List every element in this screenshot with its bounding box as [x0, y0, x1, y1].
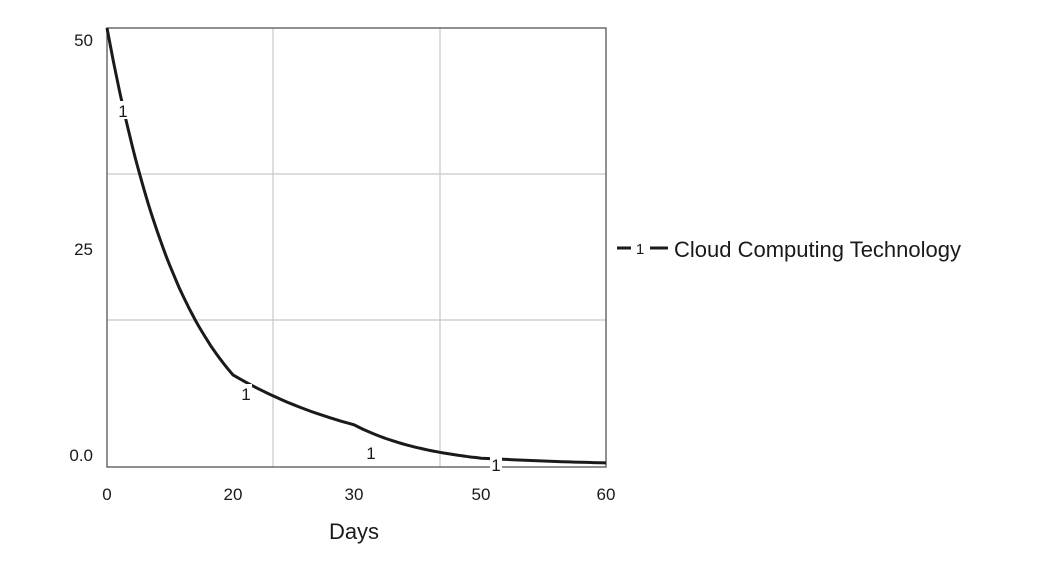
series-marker-label: 1 [366, 444, 375, 463]
series-line-cloud-computing-technology [105, 27, 607, 465]
legend-series-name: Cloud Computing Technology [674, 237, 961, 262]
x-tick-label: 30 [345, 485, 364, 504]
series-marker-label: 1 [118, 102, 127, 121]
y-tick-label: 0.0 [69, 446, 93, 465]
grid [107, 28, 606, 467]
series-marker-background [365, 443, 377, 461]
series-marker-background [490, 455, 502, 473]
x-tick-label: 0 [102, 485, 111, 504]
series-marker-label: 1 [491, 456, 500, 475]
x-tick-label: 20 [224, 485, 243, 504]
legend-marker-label: 1 [636, 241, 644, 258]
axes: 0 20 30 50 60 0.0 25 50 [69, 31, 615, 504]
series-marker-background [117, 101, 129, 119]
y-tick-label: 50 [74, 31, 93, 50]
legend: 1 Cloud Computing Technology [617, 237, 961, 262]
series-marker-label: 1 [241, 385, 250, 404]
y-tick-label: 25 [74, 240, 93, 259]
series-marker-background [240, 384, 252, 402]
plot-area [106, 27, 607, 468]
x-tick-label: 60 [597, 485, 616, 504]
series-layer: 1 1 1 1 [105, 27, 607, 475]
x-tick-label: 50 [472, 485, 491, 504]
x-axis-title: Days [329, 519, 379, 544]
